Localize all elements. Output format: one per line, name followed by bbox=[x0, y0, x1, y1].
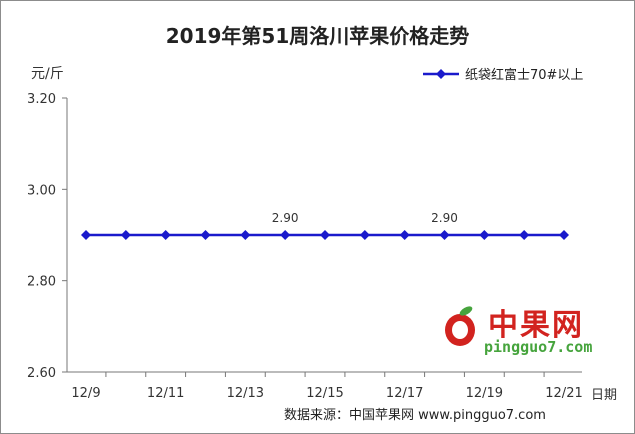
watermark-name: 中果网 bbox=[488, 308, 584, 343]
data-point-marker bbox=[399, 230, 410, 240]
x-axis-label: 日期 bbox=[591, 388, 618, 403]
legend-series-label: 纸袋红富士70#以上 bbox=[465, 68, 584, 83]
y-axis-label: 元/斤 bbox=[31, 66, 64, 82]
x-tick-label: 12/17 bbox=[386, 386, 423, 401]
data-point-marker bbox=[160, 230, 171, 240]
data-point-marker bbox=[439, 230, 450, 240]
y-tick-label: 3.00 bbox=[27, 183, 56, 198]
y-tick-label: 2.80 bbox=[27, 275, 56, 290]
y-tick-label: 3.20 bbox=[27, 92, 56, 107]
data-point-marker bbox=[200, 230, 211, 240]
data-point-marker bbox=[479, 230, 490, 240]
data-point-marker bbox=[320, 230, 330, 240]
apple-logo-icon bbox=[445, 306, 475, 346]
data-point-marker bbox=[280, 230, 291, 240]
data-point-marker bbox=[240, 230, 251, 240]
x-tick-label: 12/9 bbox=[71, 386, 100, 401]
x-tick-label: 12/21 bbox=[545, 386, 582, 401]
x-tick-label: 12/19 bbox=[466, 386, 503, 401]
legend: 纸袋红富士70#以上 bbox=[423, 64, 583, 83]
data-label: 2.90 bbox=[431, 211, 458, 225]
chart-title: 2019年第51周洛川苹果价格走势 bbox=[165, 24, 470, 48]
x-tick-label: 12/15 bbox=[306, 386, 343, 401]
watermark-url: pingguo7.com bbox=[484, 338, 593, 356]
data-point-marker bbox=[81, 230, 91, 240]
x-tick-label: 12/11 bbox=[147, 386, 184, 401]
data-point-marker bbox=[519, 230, 530, 240]
data-label: 2.90 bbox=[272, 211, 299, 225]
data-point-marker bbox=[120, 230, 131, 240]
y-tick-label: 2.60 bbox=[27, 366, 56, 381]
data-point-marker bbox=[559, 230, 569, 240]
data-source: 数据来源：中国苹果网 www.pingguo7.com bbox=[284, 408, 546, 423]
data-point-marker bbox=[359, 230, 370, 240]
x-tick-label: 12/13 bbox=[227, 386, 264, 401]
legend-line-marker-icon bbox=[423, 68, 459, 79]
